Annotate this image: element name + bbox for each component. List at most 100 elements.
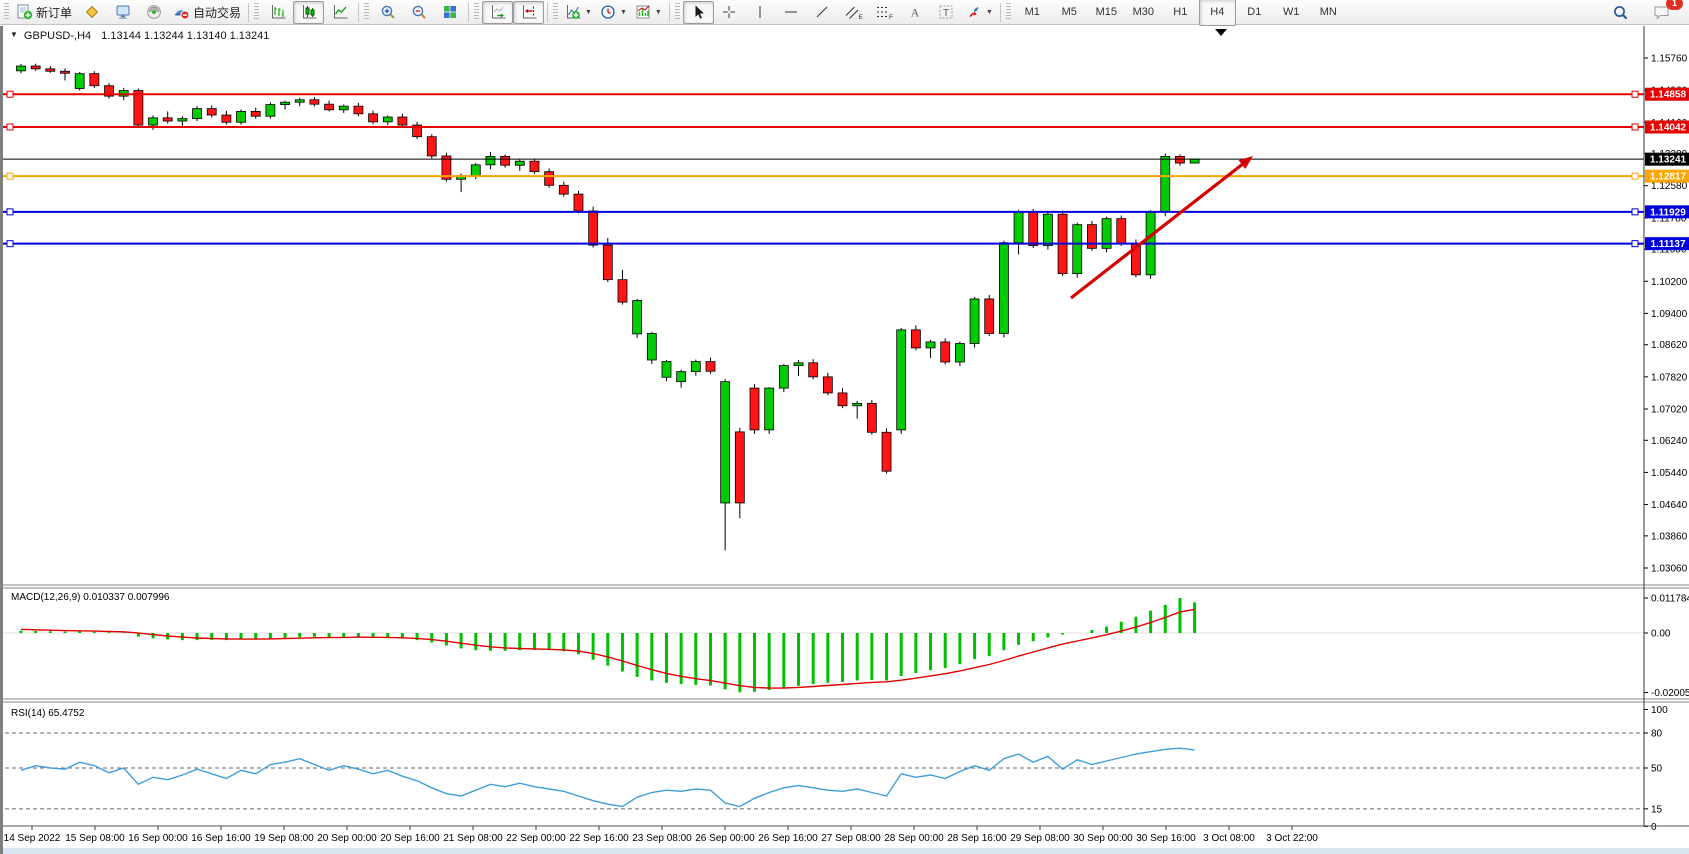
trend-icon — [814, 4, 830, 20]
horizontal-line-button[interactable] — [776, 1, 807, 24]
metaeditor-button[interactable] — [76, 1, 107, 24]
text-label-button[interactable]: T — [931, 1, 962, 24]
toolbar-grip — [254, 3, 260, 21]
tf-m1-label: M1 — [1024, 6, 1040, 18]
fibonacci-button[interactable]: F — [869, 1, 900, 24]
bars-icon — [270, 4, 286, 20]
indicators-button[interactable]: ▼ — [561, 1, 596, 24]
time-label: 26 Sep 16:00 — [758, 833, 818, 844]
toolbar-grip — [364, 3, 370, 21]
search-symbol-button[interactable] — [1605, 1, 1636, 24]
autotrading-button[interactable]: 自动交易 — [169, 1, 245, 24]
zoom-in-icon — [380, 4, 396, 20]
indicator-icon — [565, 4, 581, 20]
time-label: 22 Sep 16:00 — [569, 833, 629, 844]
time-label: 30 Sep 00:00 — [1073, 833, 1133, 844]
svg-text:1.11137: 1.11137 — [1650, 239, 1685, 250]
horizontal-lines[interactable] — [3, 90, 1644, 248]
toolbar-right-group: 1 — [1605, 0, 1687, 24]
time-label: 3 Oct 08:00 — [1203, 833, 1255, 844]
tf-m15-label: M15 — [1095, 6, 1117, 18]
macd-panel: MACD(12,26,9) 0.010337 0.007996 0.011784 0… — [3, 592, 1689, 699]
tf-m30-button[interactable]: M30 — [1125, 0, 1162, 26]
notification-badge: 1 — [1666, 0, 1683, 10]
shapes-icon — [966, 4, 982, 20]
tf-m30-label: M30 — [1132, 6, 1154, 18]
tf-mn-button[interactable]: MN — [1310, 0, 1347, 26]
time-label: 3 Oct 22:00 — [1266, 833, 1318, 844]
dropdown-arrow-icon[interactable]: ▼ — [619, 8, 627, 16]
zoom-in-button[interactable] — [372, 1, 403, 24]
periods-button[interactable]: ▼ — [596, 1, 631, 24]
svg-text:1.11929: 1.11929 — [1650, 207, 1686, 218]
trend-arrow[interactable] — [1070, 156, 1253, 300]
svg-text:1.07820: 1.07820 — [1651, 372, 1688, 383]
equidistant-channel-button[interactable]: E — [838, 1, 869, 24]
svg-text:1.03860: 1.03860 — [1651, 531, 1688, 542]
cursor-button[interactable] — [682, 0, 714, 24]
crosshair-icon — [721, 4, 737, 20]
svg-text:50: 50 — [1651, 764, 1663, 775]
hline-icon — [783, 4, 799, 20]
time-label: 15 Sep 08:00 — [65, 833, 125, 844]
svg-text:1.09400: 1.09400 — [1651, 309, 1688, 320]
auto-scroll-button[interactable] — [482, 0, 514, 24]
dropdown-arrow-icon[interactable]: ▼ — [654, 8, 662, 16]
collapse-icon[interactable]: ▼ — [10, 30, 18, 39]
fibo-icon: F — [875, 4, 894, 20]
ohlc-values: 1.13144 1.13244 1.13140 1.13241 — [101, 30, 270, 42]
tf-d1-button[interactable]: D1 — [1236, 0, 1273, 26]
diamond-icon — [84, 4, 100, 20]
line-chart-button[interactable] — [324, 1, 355, 24]
tf-mn-label: MN — [1319, 6, 1337, 18]
tf-m15-button[interactable]: M15 — [1088, 0, 1125, 26]
zoom-out-button[interactable] — [403, 1, 434, 24]
bar-chart-button[interactable] — [262, 1, 293, 24]
toolbar-grip — [674, 3, 680, 21]
vertical-line-button[interactable] — [745, 1, 776, 24]
candles-icon — [301, 4, 317, 20]
terminal-button[interactable] — [107, 1, 138, 24]
chart-title: ▼ GBPUSD-,H4 1.13144 1.13244 1.13140 1.1… — [10, 30, 269, 42]
crosshair-button[interactable] — [714, 1, 745, 24]
tf-w1-button[interactable]: W1 — [1273, 0, 1310, 26]
dropdown-arrow-icon[interactable]: ▼ — [985, 8, 993, 16]
shift-icon — [521, 4, 537, 20]
tf-m1-button[interactable]: M1 — [1014, 0, 1051, 26]
text-button[interactable]: A — [900, 1, 931, 24]
tf-m5-button[interactable]: M5 — [1051, 0, 1088, 26]
time-label: 20 Sep 16:00 — [380, 833, 440, 844]
linechart-icon — [332, 4, 348, 20]
candlestick-chart-button[interactable] — [293, 0, 325, 24]
new-order-button[interactable]: 新订单 — [12, 1, 76, 24]
channel-icon: E — [844, 4, 863, 20]
arrows-button[interactable]: ▼ — [962, 1, 997, 24]
templates-button[interactable]: ▼ — [631, 1, 666, 24]
chart-canvas[interactable]: 1.157601.149601.141601.133801.125801.117… — [3, 26, 1689, 848]
signals-button[interactable] — [138, 1, 169, 24]
trendline-button[interactable] — [807, 1, 838, 24]
tile-windows-button[interactable] — [434, 1, 465, 24]
tf-h1-button[interactable]: H1 — [1162, 0, 1199, 26]
svg-text:1.12817: 1.12817 — [1650, 172, 1687, 183]
tf-h4-button[interactable]: H4 — [1198, 0, 1236, 26]
cursor-icon — [690, 4, 706, 20]
price-axis: 1.157601.149601.141601.133801.125801.117… — [1644, 54, 1689, 575]
time-label: 22 Sep 00:00 — [506, 833, 566, 844]
time-label: 21 Sep 08:00 — [443, 833, 503, 844]
svg-text:1.08620: 1.08620 — [1651, 340, 1688, 351]
chart-shift-button[interactable] — [513, 0, 545, 24]
candles — [16, 63, 1200, 551]
rsi-label: RSI(14) 65.4752 — [11, 708, 85, 719]
svg-text:1.06240: 1.06240 — [1651, 436, 1688, 447]
toolbar-separator — [248, 2, 250, 22]
zoom-out-icon — [411, 4, 427, 20]
svg-text:1.10200: 1.10200 — [1651, 277, 1688, 288]
svg-text:1.11000: 1.11000 — [1651, 245, 1687, 256]
svg-text:1.11780: 1.11780 — [1651, 213, 1687, 224]
tile-icon — [442, 4, 458, 20]
dropdown-arrow-icon[interactable]: ▼ — [585, 8, 592, 16]
svg-text:E: E — [858, 14, 863, 20]
tf-d1-label: D1 — [1247, 6, 1262, 18]
toolbar-separator — [668, 2, 670, 22]
